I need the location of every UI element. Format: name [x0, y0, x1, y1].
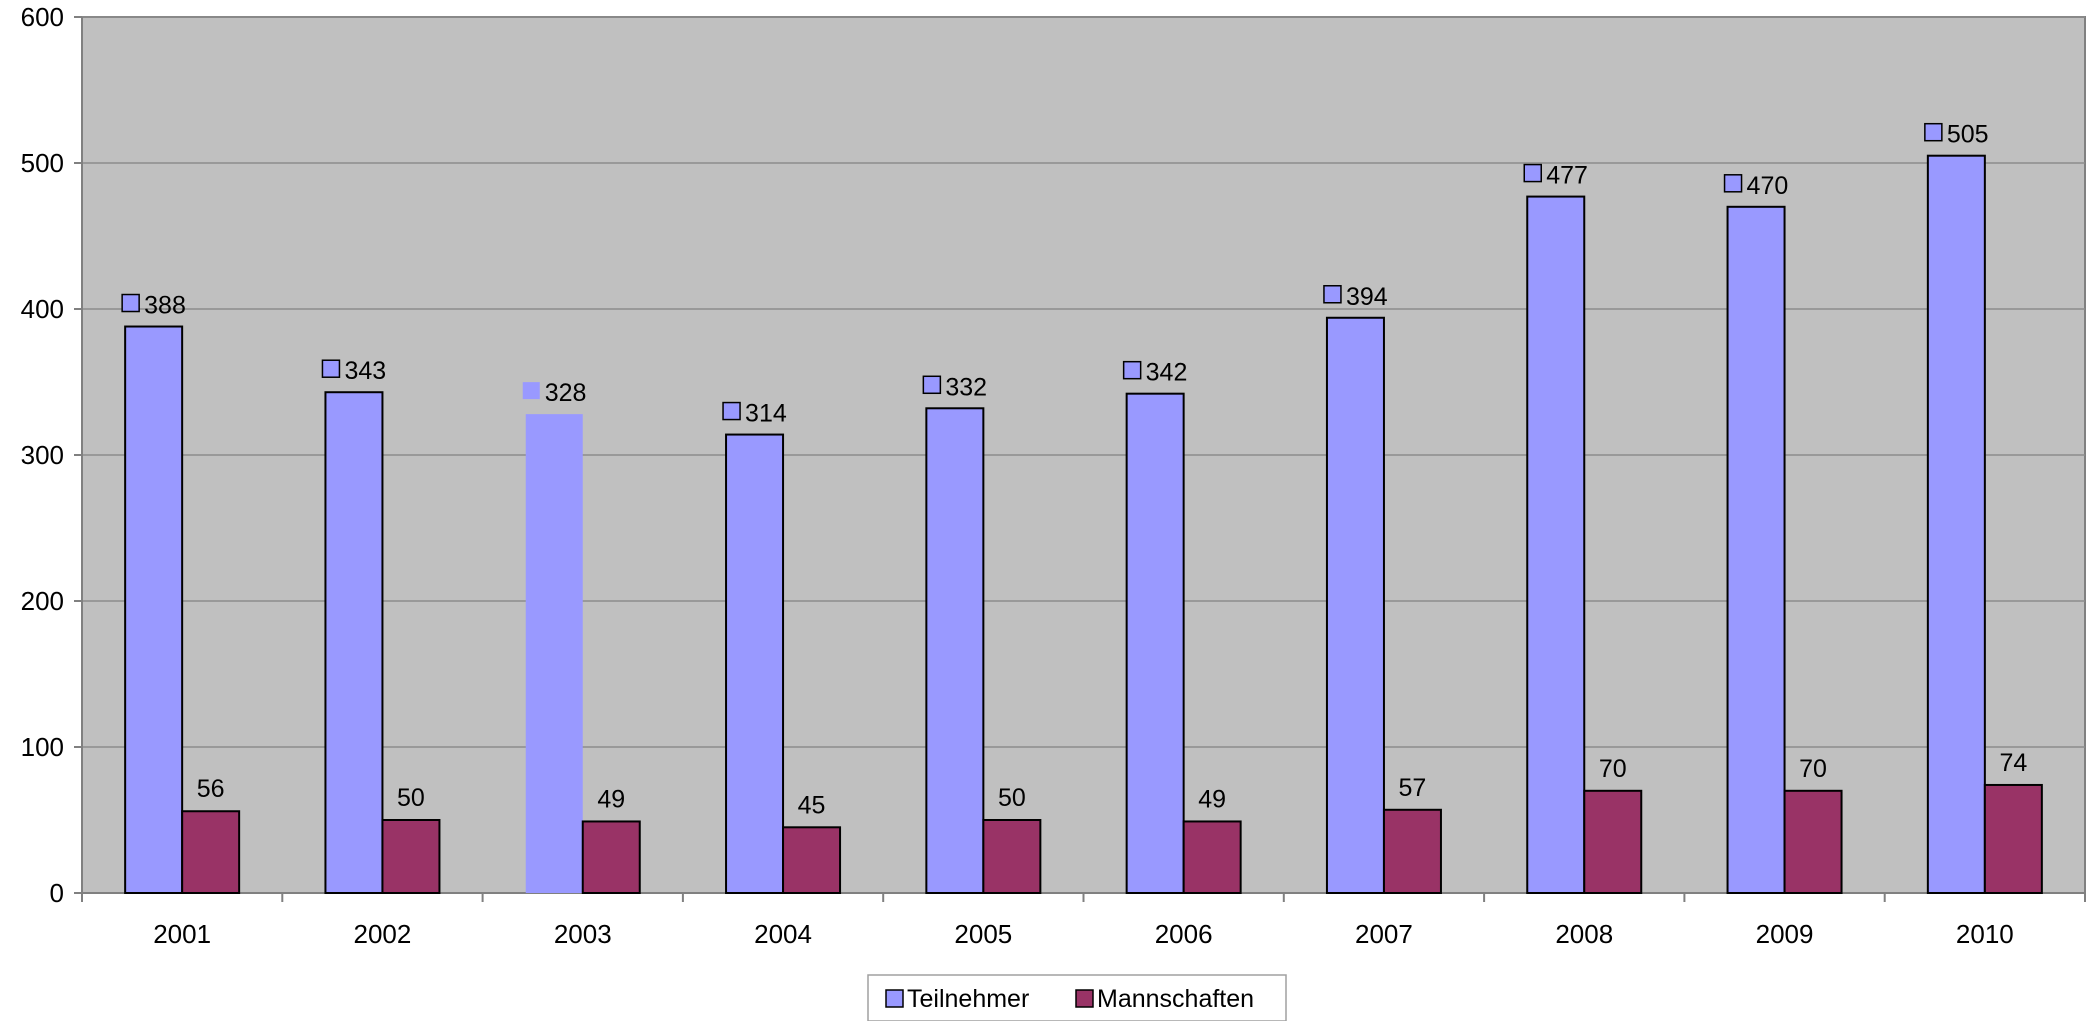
x-tick-label-2009: 2009	[1756, 919, 1814, 949]
data-label-teilnehmer-2006: 342	[1146, 359, 1188, 387]
x-tick-label-2008: 2008	[1555, 919, 1613, 949]
x-tick-label-2005: 2005	[954, 919, 1012, 949]
y-tick-label: 300	[21, 440, 64, 470]
data-label-key-2003	[522, 382, 540, 400]
y-tick-label: 500	[21, 148, 64, 178]
y-tick-label: 200	[21, 586, 64, 616]
data-label-mannschaften-2007: 57	[1399, 774, 1427, 802]
bar-teilnehmer-2005	[925, 407, 985, 894]
data-label-mannschaften-2009: 70	[1799, 755, 1827, 783]
bar-mannschaften-2005	[982, 819, 1042, 894]
data-label-mannschaften-2002: 50	[397, 784, 425, 812]
data-label-key-2006	[1122, 360, 1142, 380]
x-tick-label-2007: 2007	[1355, 919, 1413, 949]
bar-teilnehmer-2010	[1926, 154, 1986, 894]
data-label-mannschaften-2005: 50	[998, 784, 1026, 812]
bar-mannschaften-2003	[581, 820, 641, 895]
y-tick-label: 600	[21, 2, 64, 32]
legend	[867, 974, 1287, 1021]
data-label-key-2005	[922, 375, 942, 395]
data-label-key-2004	[722, 401, 741, 421]
legend-key-teilnehmer	[885, 989, 904, 1008]
bar-mannschaften-2001	[181, 810, 241, 894]
data-label-mannschaften-2008: 70	[1599, 755, 1627, 783]
bar-teilnehmer-2009	[1726, 205, 1786, 895]
y-tick-label: 100	[21, 732, 64, 762]
bar-mannschaften-2004	[782, 826, 842, 894]
bar-mannschaften-2002	[381, 819, 441, 894]
data-label-key-2008	[1523, 163, 1542, 183]
bar-mannschaften-2007	[1382, 808, 1442, 895]
data-label-mannschaften-2010: 74	[1999, 749, 2027, 777]
x-tick-label-2010: 2010	[1956, 919, 2014, 949]
data-label-key-2009	[1723, 174, 1743, 193]
data-label-key-2001	[121, 293, 140, 313]
data-label-teilnehmer-2002: 343	[344, 357, 386, 385]
data-label-mannschaften-2006: 49	[1198, 785, 1226, 813]
data-label-teilnehmer-2001: 388	[144, 292, 186, 320]
x-tick-label-2001: 2001	[153, 919, 211, 949]
data-label-mannschaften-2003: 49	[597, 785, 625, 813]
x-tick-label-2004: 2004	[754, 919, 812, 949]
data-label-mannschaften-2001: 56	[197, 775, 225, 803]
data-label-mannschaften-2004: 45	[798, 791, 826, 819]
y-tick-label: 400	[21, 294, 64, 324]
bar-teilnehmer-2006	[1125, 392, 1185, 894]
data-label-teilnehmer-2003: 328	[545, 379, 587, 407]
data-label-teilnehmer-2010: 505	[1947, 121, 1989, 149]
bar-mannschaften-2009	[1783, 789, 1843, 894]
bar-mannschaften-2008	[1583, 789, 1643, 894]
data-label-teilnehmer-2005: 332	[945, 373, 987, 401]
data-label-teilnehmer-2004: 314	[745, 400, 787, 428]
legend-label-mannschaften: Mannschaften	[1097, 985, 1254, 1013]
data-label-key-2002	[321, 359, 341, 378]
bar-teilnehmer-2008	[1526, 195, 1586, 894]
data-label-teilnehmer-2007: 394	[1346, 283, 1388, 311]
bar-mannschaften-2010	[1983, 783, 2043, 895]
y-tick-label: 0	[50, 878, 64, 908]
legend-label-teilnehmer: Teilnehmer	[907, 985, 1029, 1013]
x-tick-label-2003: 2003	[554, 919, 612, 949]
bar-teilnehmer-2002	[324, 391, 384, 894]
bar-teilnehmer-2001	[124, 325, 184, 894]
data-label-teilnehmer-2009: 470	[1747, 172, 1789, 200]
data-label-key-2010	[1924, 122, 1943, 142]
bar-mannschaften-2006	[1182, 820, 1242, 895]
x-tick-label-2002: 2002	[354, 919, 412, 949]
legend-key-mannschaften	[1075, 989, 1094, 1008]
data-label-teilnehmer-2008: 477	[1546, 162, 1588, 190]
bar-teilnehmer-2003	[525, 414, 583, 893]
bar-teilnehmer-2007	[1325, 316, 1385, 894]
x-tick-label-2006: 2006	[1155, 919, 1213, 949]
data-label-key-2007	[1323, 285, 1342, 304]
bar-teilnehmer-2004	[725, 433, 785, 894]
